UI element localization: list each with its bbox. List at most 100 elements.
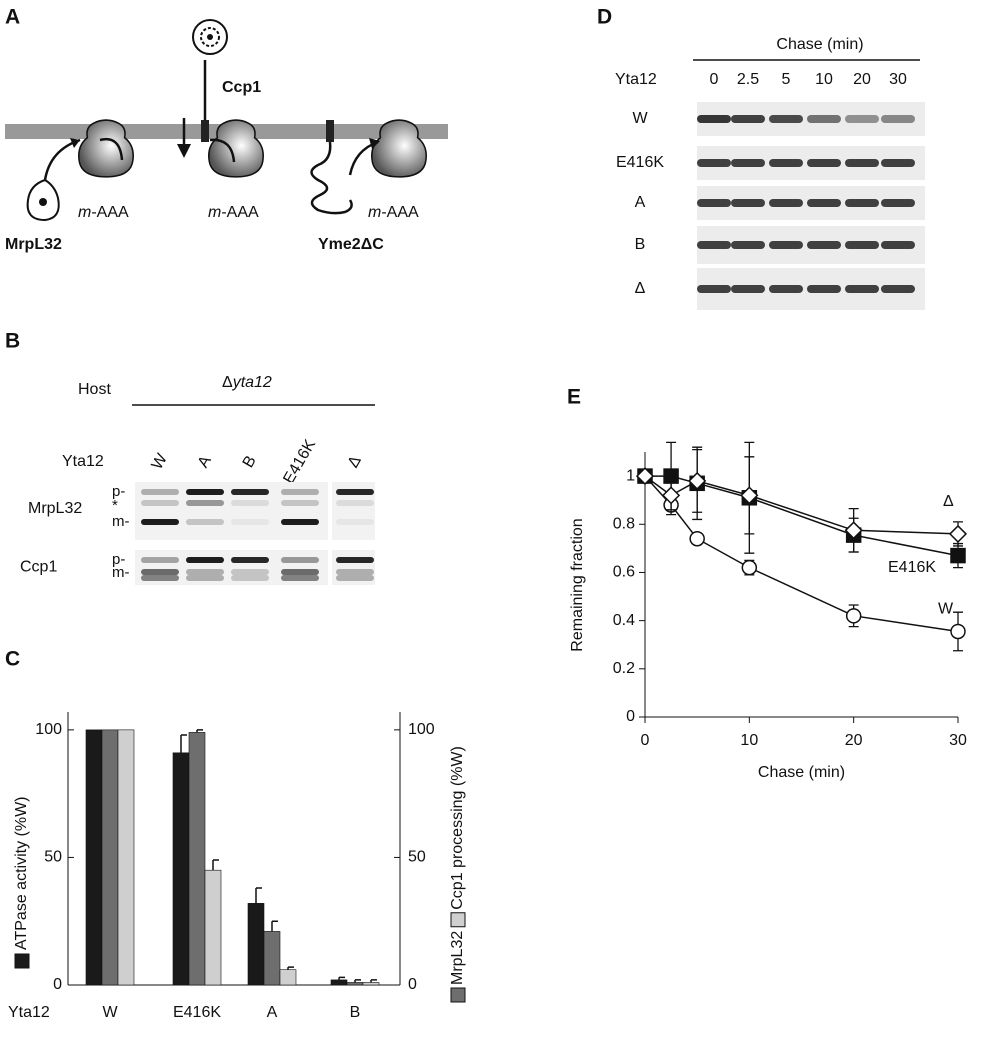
band xyxy=(881,241,915,249)
protease-prefix: m xyxy=(208,204,221,221)
y2-axis-label: Ccp1 processing (%W) xyxy=(449,746,466,910)
lane-label: W xyxy=(149,450,172,472)
band xyxy=(186,575,224,581)
marker-label: m- xyxy=(112,564,130,581)
x-tick-label: B xyxy=(350,1004,361,1021)
row-label: W xyxy=(632,110,648,127)
band xyxy=(731,285,765,293)
band xyxy=(141,519,179,525)
panel-label: E xyxy=(567,386,581,409)
band xyxy=(281,557,319,563)
band xyxy=(697,199,731,207)
y-axis-title: ATPase activity (%W) xyxy=(13,797,30,969)
band xyxy=(807,159,841,167)
band xyxy=(807,115,841,123)
marker xyxy=(635,467,655,486)
band xyxy=(881,285,915,293)
marker xyxy=(688,471,707,490)
y2-tick-label: 100 xyxy=(408,721,435,738)
band xyxy=(769,241,803,249)
band xyxy=(336,500,374,506)
error-bar xyxy=(370,979,377,983)
y2-tick-label: 0 xyxy=(408,976,417,993)
y-tick-label: 0.4 xyxy=(613,612,635,629)
strain-name: yta12 xyxy=(232,374,272,391)
error-bar xyxy=(212,859,219,871)
strain-label: Δyta12 xyxy=(222,374,272,391)
time-label: 10 xyxy=(815,71,833,88)
error-bar xyxy=(354,979,361,983)
time-label: 5 xyxy=(782,71,791,88)
y2-axis-label: MrpL32 xyxy=(449,931,466,985)
bar xyxy=(362,982,380,986)
series-label: E416K xyxy=(888,559,936,576)
x-tick-label: 30 xyxy=(949,732,967,749)
band xyxy=(769,285,803,293)
marker-label: * xyxy=(112,497,118,514)
arrowhead xyxy=(369,138,380,149)
protease-prefix: m xyxy=(78,204,91,221)
protease-suffix: -AAA xyxy=(91,204,129,221)
marker-label: p- xyxy=(112,483,125,500)
bar xyxy=(346,982,364,986)
series-label: W xyxy=(938,601,954,618)
yta12-label: Yta12 xyxy=(62,453,104,470)
band xyxy=(845,241,879,249)
domain-core xyxy=(39,198,47,206)
band xyxy=(769,115,803,123)
bar xyxy=(204,869,222,986)
marker xyxy=(845,608,862,624)
arrowhead xyxy=(70,138,80,148)
band xyxy=(881,159,915,167)
marker-label: p- xyxy=(112,551,125,568)
marker xyxy=(662,486,681,505)
x-tick-label: 20 xyxy=(845,732,863,749)
band xyxy=(281,489,319,495)
error-bar xyxy=(255,887,262,904)
panel-label: B xyxy=(5,330,20,353)
chain xyxy=(209,138,236,163)
marker xyxy=(844,521,863,540)
protein-label: Ccp1 xyxy=(222,79,261,96)
x-tick-label: W xyxy=(102,1004,118,1021)
series-line xyxy=(644,475,959,633)
y2-axis-title: MrpL32 Ccp1 processing (%W) xyxy=(449,746,466,1003)
y-axis-label: ATPase activity (%W) xyxy=(13,797,30,951)
band xyxy=(881,115,915,123)
series-label: Δ xyxy=(943,493,954,510)
host-label: Host xyxy=(78,381,111,398)
bar xyxy=(330,979,348,986)
band xyxy=(231,575,269,581)
bar xyxy=(85,729,103,986)
protease-suffix: -AAA xyxy=(381,204,419,221)
protein-label: MrpL32 xyxy=(5,236,62,253)
y-tick-label: 100 xyxy=(35,721,62,738)
row-label: B xyxy=(635,236,646,253)
band xyxy=(769,159,803,167)
chase-label: Chase (min) xyxy=(776,36,863,53)
chain xyxy=(99,137,124,161)
band xyxy=(845,285,879,293)
error-bar xyxy=(180,734,187,753)
band xyxy=(186,489,224,495)
diagram: Ccp1 MrpL32 Yme2ΔC m-AAA m-AAA m-AAA xyxy=(5,19,448,253)
marker xyxy=(950,623,966,640)
band xyxy=(336,519,374,525)
band xyxy=(141,557,179,563)
band xyxy=(186,557,224,563)
protease-label: m-AAA xyxy=(208,204,259,221)
row-label: E416K xyxy=(616,154,664,171)
strain-prefix: Δ xyxy=(222,374,233,391)
protease-label: m-AAA xyxy=(368,204,419,221)
row-label: MrpL32 xyxy=(28,500,82,517)
lane-label: E416K xyxy=(280,437,319,487)
time-label: 0 xyxy=(710,71,719,88)
bar xyxy=(117,729,135,986)
band xyxy=(141,575,179,581)
band xyxy=(769,199,803,207)
panel-label: A xyxy=(5,6,20,29)
protease-label: m-AAA xyxy=(78,204,129,221)
band xyxy=(186,569,224,575)
legend-swatch xyxy=(450,912,466,928)
band xyxy=(845,159,879,167)
